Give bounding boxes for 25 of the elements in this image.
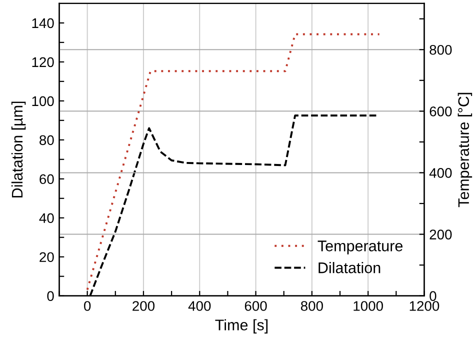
legend-label: Temperature bbox=[318, 240, 403, 254]
y2-tick-label: 800 bbox=[430, 44, 452, 55]
legend-label: Dilatation bbox=[318, 262, 380, 274]
y-tick-label: 120 bbox=[32, 57, 54, 68]
y-axis-title: Dilatation [µm] bbox=[11, 102, 26, 198]
y-tick-label: 40 bbox=[39, 213, 54, 224]
x-tick-label: 1000 bbox=[354, 301, 383, 311]
y-tick-label: 20 bbox=[40, 252, 54, 262]
y2-tick-label: 600 bbox=[430, 106, 452, 116]
y2-tick-label: 200 bbox=[430, 230, 452, 240]
x-tick-label: 800 bbox=[300, 301, 323, 311]
y-tick-label: 100 bbox=[32, 96, 54, 106]
y-tick-label: 60 bbox=[40, 174, 54, 184]
x-axis-title: Time [s] bbox=[215, 319, 268, 334]
y-tick-label: 80 bbox=[40, 135, 54, 146]
x-tick-label: 200 bbox=[132, 301, 155, 311]
y2-axis-title: Temperature [°C] bbox=[458, 92, 472, 208]
x-tick-label: 400 bbox=[188, 301, 211, 311]
y-tick-label: 0 bbox=[47, 291, 54, 302]
x-tick-label: 1200 bbox=[410, 301, 440, 311]
y2-tick-label: 400 bbox=[429, 168, 452, 178]
x-tick-label: 600 bbox=[244, 301, 267, 311]
y-tick-label: 140 bbox=[32, 18, 54, 28]
x-tick-label: 0 bbox=[84, 301, 91, 311]
y2-tick-label: 0 bbox=[430, 291, 436, 302]
